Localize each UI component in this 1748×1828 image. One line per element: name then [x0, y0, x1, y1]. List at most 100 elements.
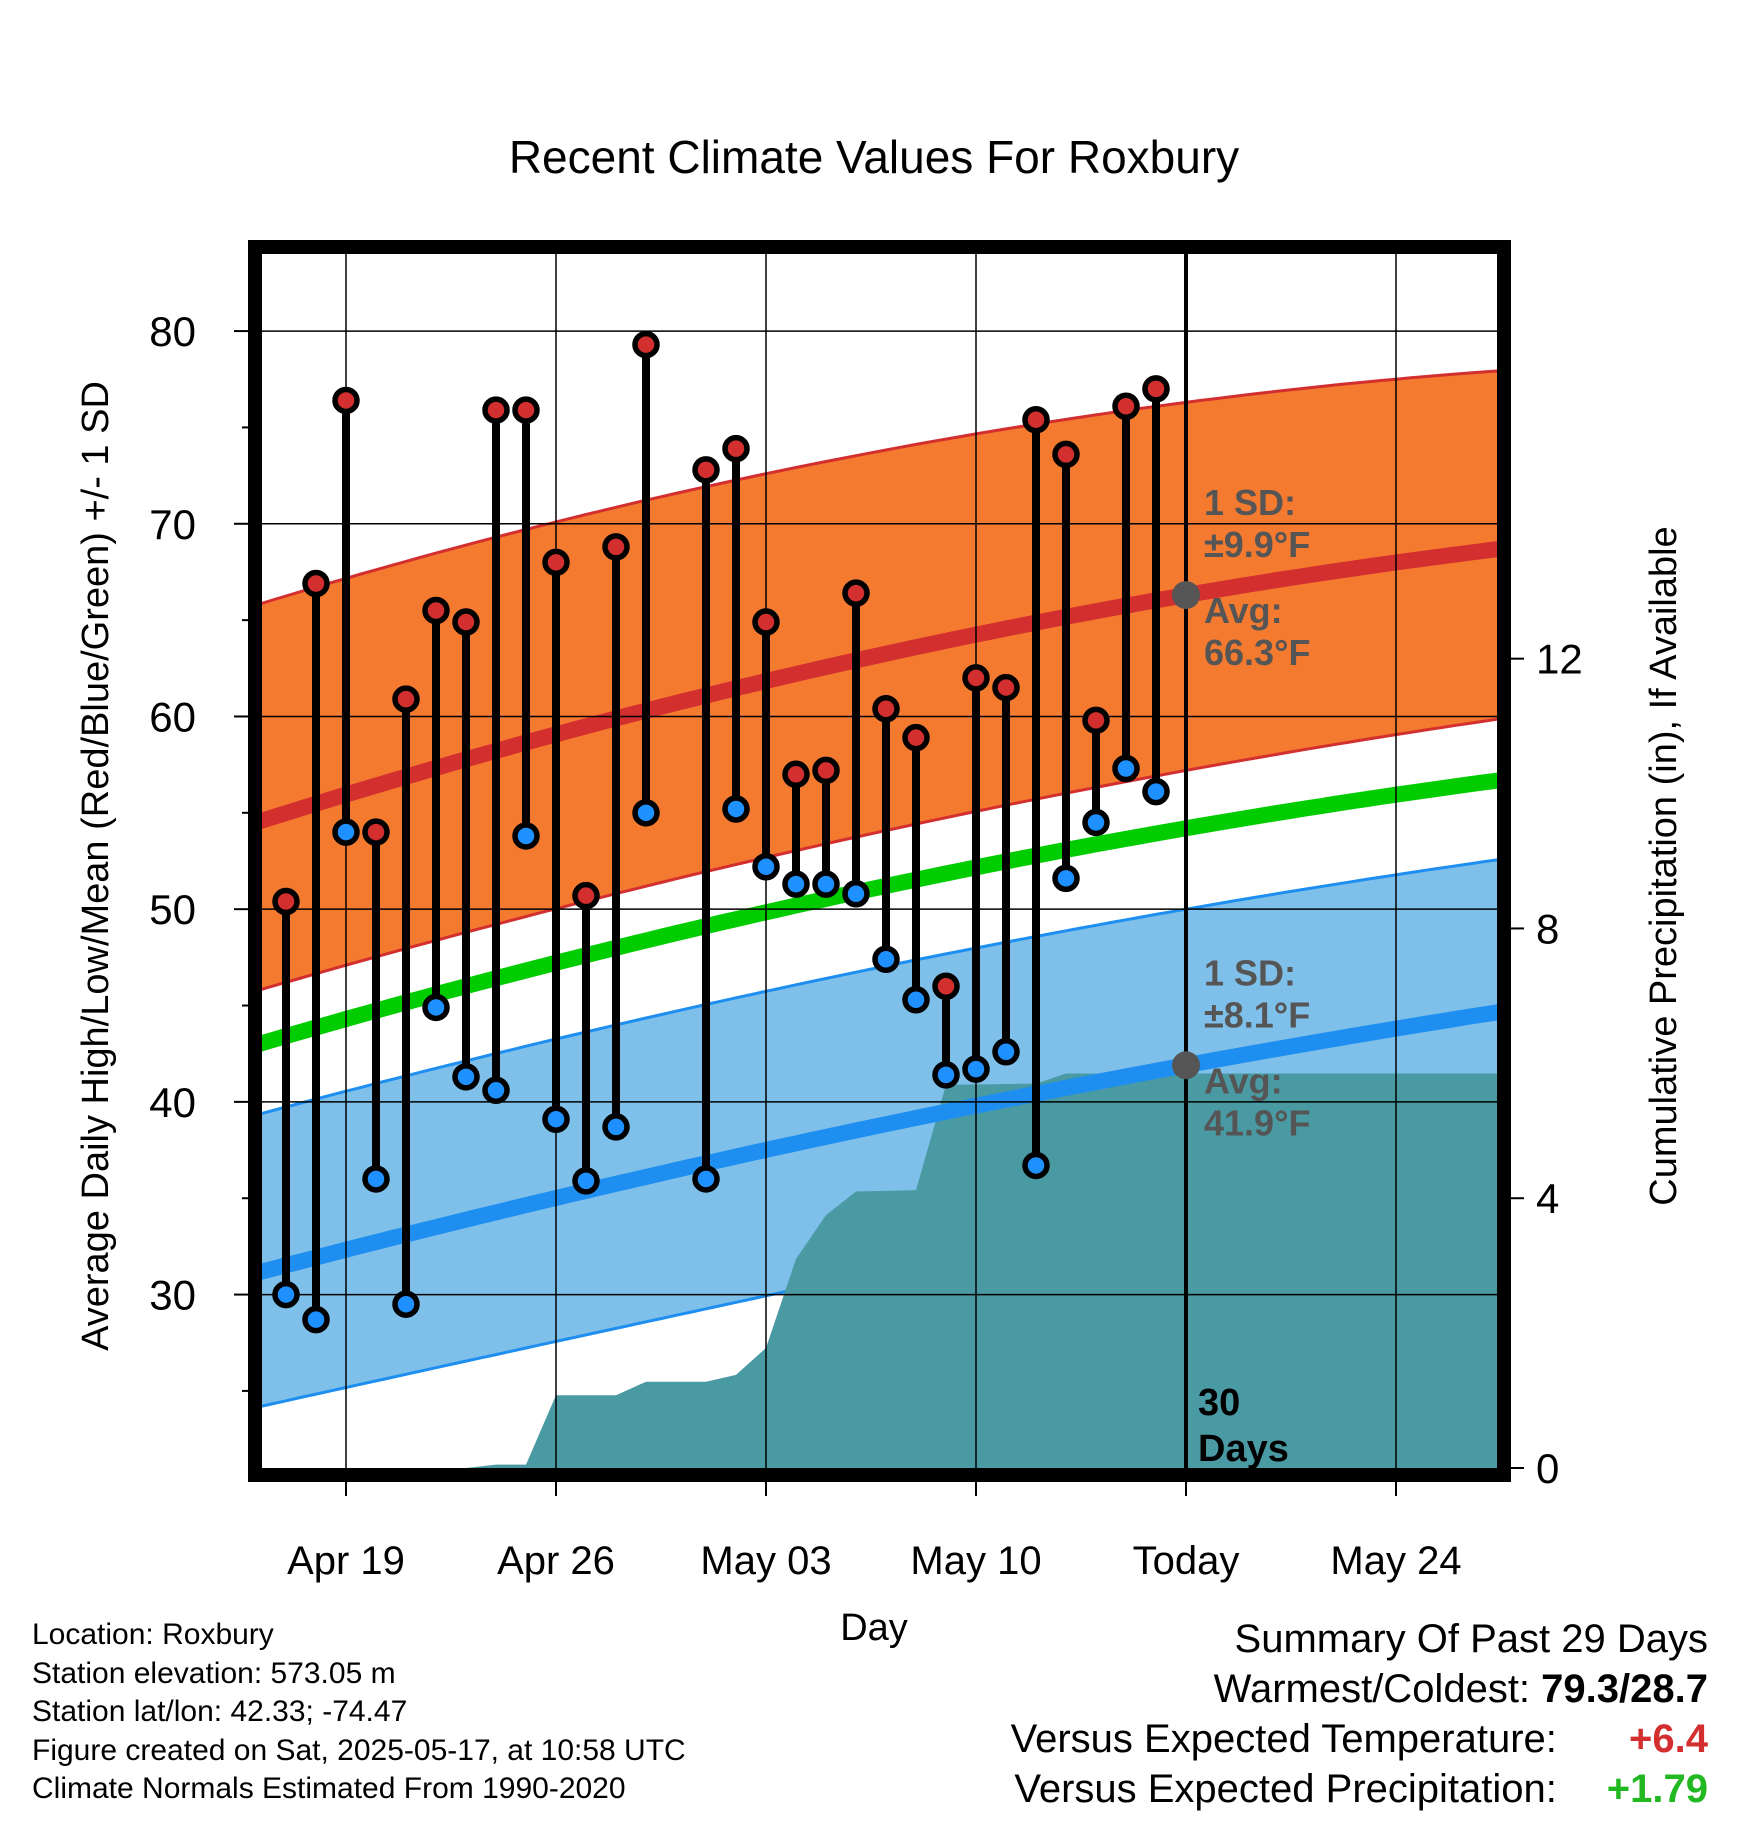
temp-departure-row: Versus Expected Temperature: +6.4 — [1011, 1714, 1708, 1764]
high-avg-line — [262, 541, 1497, 830]
daily-high-point — [572, 881, 600, 910]
high-avg-marker — [1172, 581, 1200, 610]
warmest-coldest-value: 79.3/28.7 — [1541, 1667, 1708, 1711]
low-sd-annotation: 1 SD: ±8.1°F — [1204, 952, 1310, 1035]
daily-low-point — [332, 818, 360, 846]
low-avg-line — [262, 1004, 1497, 1280]
daily-low-point — [572, 1167, 600, 1195]
y-tick-label: 40 — [149, 1079, 196, 1126]
daily-high-point — [992, 673, 1020, 702]
daily-high-point — [1082, 706, 1110, 735]
y2-axis-label: Cumulative Precipitation (in), If Availa… — [1643, 526, 1685, 1205]
x-axis-label: Day — [840, 1607, 908, 1649]
daily-low-point — [602, 1113, 630, 1141]
daily-high-point — [362, 818, 390, 846]
mean-line — [262, 772, 1497, 1052]
station-info: Location: Roxbury Station elevation: 573… — [32, 1616, 686, 1809]
daily-low-point — [722, 795, 750, 823]
plot-frame — [248, 240, 1511, 1482]
daily-low-point — [932, 1061, 960, 1089]
daily-low-point — [422, 993, 450, 1022]
daily-high-point — [692, 456, 720, 484]
low-avg-marker — [1172, 1051, 1200, 1080]
daily-low-point — [392, 1290, 420, 1318]
daily-low-point — [962, 1055, 990, 1083]
y-tick-label: 70 — [149, 501, 196, 548]
daily-high-point — [842, 579, 870, 607]
x-tick-label: Apr 19 — [287, 1539, 405, 1583]
daily-low-point — [482, 1076, 510, 1105]
daily-high-point — [752, 608, 780, 636]
daily-low-point — [302, 1305, 330, 1334]
daily-low-point — [272, 1280, 300, 1309]
daily-high-point — [782, 760, 810, 789]
today-window-label: 30 Days — [1198, 1382, 1289, 1470]
daily-high-point — [932, 972, 960, 1001]
high-sd-upper-line — [262, 369, 1497, 605]
precip-departure-label: Versus Expected Precipitation: — [1014, 1767, 1557, 1811]
daily-low-point — [1142, 777, 1170, 806]
daily-high-point — [272, 887, 300, 916]
daily-low-point — [782, 870, 810, 898]
daily-low-point — [1052, 864, 1080, 893]
daily-low-point — [1022, 1151, 1050, 1180]
daily-low-point — [872, 945, 900, 974]
daily-high-point — [332, 386, 360, 415]
daily-high-point — [452, 608, 480, 636]
summary-panel: Summary Of Past 29 Days Warmest/Coldest:… — [1011, 1614, 1708, 1814]
temp-departure-label: Versus Expected Temperature: — [1010, 1717, 1557, 1761]
daily-low-point — [542, 1105, 570, 1133]
daily-high-point — [482, 396, 510, 424]
high-sd-band — [262, 370, 1497, 990]
x-tick-label: May 10 — [910, 1539, 1041, 1583]
daily-high-point — [1142, 375, 1170, 403]
daily-low-point — [992, 1038, 1020, 1066]
y-axis-label: Average Daily High/Low/Mean (Red/Blue/Gr… — [75, 381, 117, 1351]
chart-title: Recent Climate Values For Roxbury — [509, 131, 1239, 183]
daily-low-point — [362, 1165, 390, 1193]
x-tick-label: Apr 26 — [497, 1539, 615, 1583]
daily-high-point — [302, 569, 330, 598]
daily-high-point — [542, 548, 570, 577]
created-text: Figure created on Sat, 2025-05-17, at 10… — [32, 1733, 686, 1767]
daily-high-point — [1052, 440, 1080, 469]
normals-text: Climate Normals Estimated From 1990-2020 — [32, 1772, 626, 1805]
y-tick-label: 50 — [149, 886, 196, 933]
daily-low-point — [692, 1165, 720, 1193]
daily-high-point — [512, 396, 540, 424]
latlon-text: Station lat/lon: 42.33; -74.47 — [32, 1695, 408, 1728]
daily-low-point — [752, 853, 780, 881]
daily-low-point — [452, 1063, 480, 1091]
low-sd-upper-line — [262, 858, 1497, 1115]
daily-low-point — [842, 880, 870, 908]
y2-tick-label: 0 — [1536, 1445, 1559, 1492]
precip-departure-row: Versus Expected Precipitation: +1.79 — [1011, 1764, 1708, 1814]
daily-high-point — [1112, 392, 1140, 420]
warmest-coldest-row: Warmest/Coldest: 79.3/28.7 — [1011, 1664, 1708, 1714]
y-tick-label: 30 — [149, 1272, 196, 1319]
daily-low-point — [512, 822, 540, 850]
daily-high-point — [812, 756, 840, 785]
precip-area — [262, 1073, 1497, 1468]
daily-high-point — [602, 533, 630, 561]
daily-low-point — [812, 870, 840, 898]
x-tick-label: Today — [1133, 1539, 1240, 1583]
daily-high-point — [962, 664, 990, 692]
low-avg-annotation: Avg: 41.9°F — [1204, 1060, 1310, 1143]
precip-departure-value: +1.79 — [1606, 1767, 1708, 1811]
temp-departure-value: +6.4 — [1629, 1717, 1708, 1761]
y-tick-label: 80 — [149, 308, 196, 355]
daily-low-point — [632, 799, 660, 827]
daily-high-point — [902, 723, 930, 752]
high-sd-annotation: 1 SD: ±9.9°F — [1204, 482, 1310, 565]
daily-high-point — [392, 685, 420, 713]
warmest-coldest-label: Warmest/Coldest: — [1213, 1667, 1531, 1711]
daily-low-point — [902, 985, 930, 1014]
y-tick-label: 60 — [149, 693, 196, 740]
daily-low-point — [1112, 754, 1140, 783]
daily-high-point — [1022, 405, 1050, 434]
y2-tick-label: 12 — [1536, 636, 1583, 683]
daily-high-point — [722, 434, 750, 463]
daily-high-point — [872, 695, 900, 723]
